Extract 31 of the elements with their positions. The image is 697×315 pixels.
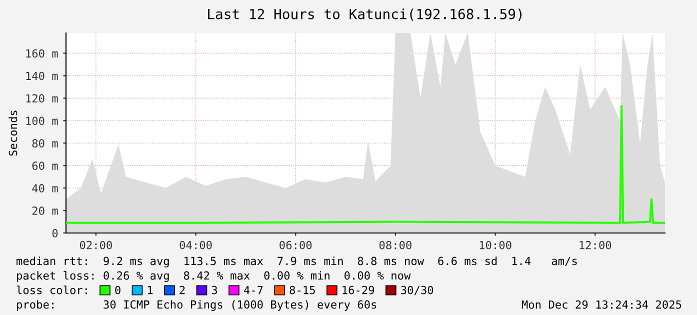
y-tick-label: 100 m <box>26 116 58 126</box>
text: packet loss: 0.26 % avg 8.42 % max 0.00 % min 0.00 % now <box>17 271 411 282</box>
y-tick-label: 40 m <box>32 184 58 192</box>
x-tick-label: 06:00 <box>280 240 312 250</box>
x-tick-label: 12:00 <box>580 240 612 250</box>
legend-label: 16-29 <box>342 286 374 294</box>
line-series <box>66 104 665 224</box>
chart-title: Last 12 Hours to Katunci(192.168.1.59) <box>208 8 522 21</box>
y-tick-label: 0 <box>52 229 58 238</box>
x-tick-label: 04:00 <box>180 240 212 250</box>
legend-label: 30/30 <box>401 286 434 296</box>
legend-label: 8-15 <box>290 286 315 294</box>
legend-title: loss color: <box>16 286 87 294</box>
text: Mon Dec 29 13:24:34 2025 <box>522 300 682 309</box>
legend-label: 3 <box>212 286 218 294</box>
y-tick-label: 140 m <box>26 72 58 80</box>
y-tick-label: 20 m <box>32 206 58 215</box>
x-tick-label: 02:00 <box>80 240 112 250</box>
y-tick-label: 120 m <box>26 94 58 103</box>
y-tick-label: 60 m <box>32 162 58 170</box>
x-tick-label: 08:00 <box>379 240 412 250</box>
y-axis-title: Seconds <box>8 110 18 156</box>
legend-label: 2 <box>180 286 185 294</box>
y-tick-label: 160 m <box>26 49 58 58</box>
text: median rtt: 9.2 ms avg 113.5 ms max 7.9 ms min 8.8 ms now 6.6 ms sd 1.4 am/s <box>16 256 577 268</box>
legend-label: 1 <box>148 286 153 294</box>
x-tick-label: 10:00 <box>480 240 512 250</box>
legend-label: 0 <box>115 286 120 294</box>
legend-label: 4-7 <box>244 286 263 294</box>
y-tick-label: 80 m <box>32 139 58 148</box>
text: probe: 30 ICMP Echo Pings (1000 Bytes) every 60s <box>17 300 376 311</box>
